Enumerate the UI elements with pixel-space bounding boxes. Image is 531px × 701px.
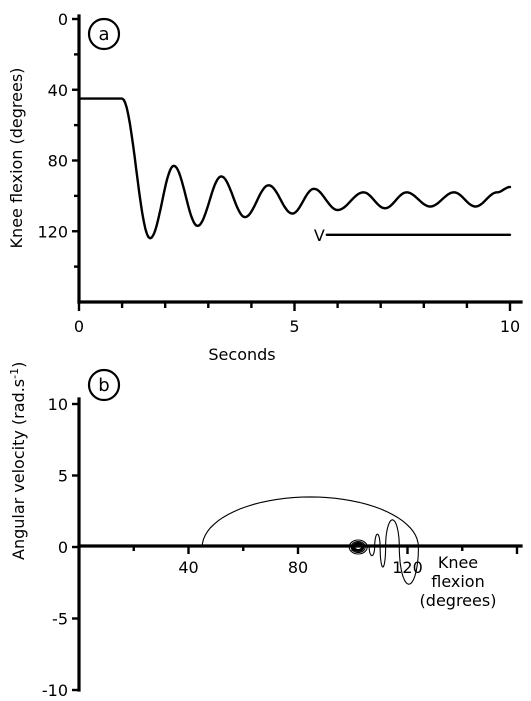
panel-b-x-label-line-3: (degrees) <box>420 591 497 610</box>
panel-a-x-tick-label: 5 <box>289 317 299 336</box>
panel-a: 0 40 80 120 0 5 10 V a Seconds Knee flexion (… <box>7 10 523 364</box>
panel-a-y-label: Knee flexion (degrees) <box>7 68 26 249</box>
panel-b-y-tick-label: -5 <box>52 610 68 629</box>
panel-a-x-tick-label: 0 <box>74 317 84 336</box>
panel-a-y-tick-label: 80 <box>48 152 68 171</box>
v-annotation: V <box>314 226 325 245</box>
panel-b-x-tick-label: 80 <box>288 558 308 577</box>
panel-b-y-label-end: ) <box>9 362 28 368</box>
panel-b-badge <box>87 368 121 402</box>
panel-a-y-tick-label: 40 <box>48 81 68 100</box>
panel-b-y-label: Angular velocity (rad.s-1) <box>8 362 28 560</box>
panel-a-y-tick-label: 0 <box>58 10 68 29</box>
panel-b-x-tick-label: 40 <box>178 558 198 577</box>
panel-b-y-tick-label: -10 <box>42 681 68 700</box>
panel-a-badge <box>87 17 121 51</box>
panel-b-x-label-line-2: flexion <box>431 572 484 591</box>
knee-flexion-trace <box>77 97 512 240</box>
panel-b-letter: b <box>98 375 109 396</box>
panel-b-y-tick-label: 0 <box>58 538 68 557</box>
panel-b-y-tick-label: 5 <box>58 467 68 486</box>
panel-a-letter: a <box>98 24 109 45</box>
panel-a-x-tick-label: 10 <box>500 317 520 336</box>
panel-b-x-label-line-1: Knee <box>438 553 478 572</box>
phase-plane-trace <box>201 496 419 585</box>
panel-b-y-tick-label: 10 <box>48 395 68 414</box>
panel-a-y-tick-label: 120 <box>37 222 68 241</box>
panel-b-y-label-main: Angular velocity (rad.s <box>9 379 28 560</box>
panel-a-x-label: Seconds <box>208 345 275 364</box>
panel-b-y-label-sup: -1 <box>8 368 21 379</box>
